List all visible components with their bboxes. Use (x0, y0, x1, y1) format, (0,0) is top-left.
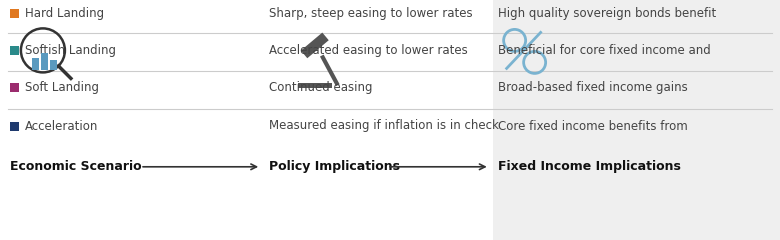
Text: Fixed Income Implications: Fixed Income Implications (498, 160, 680, 173)
Text: Broad-based fixed income gains: Broad-based fixed income gains (498, 81, 687, 94)
Text: Hard Landing: Hard Landing (25, 7, 105, 20)
Text: High quality sovereign bonds benefit: High quality sovereign bonds benefit (498, 7, 716, 20)
Text: Policy Implications: Policy Implications (269, 160, 400, 173)
Text: Measured easing if inflation is in check: Measured easing if inflation is in check (269, 120, 499, 132)
Bar (10, 83, 20, 92)
Text: Continued easing: Continued easing (269, 81, 373, 94)
Bar (10, 121, 20, 131)
Bar (50, 60, 57, 70)
Text: Soft Landing: Soft Landing (25, 81, 99, 94)
Text: Acceleration: Acceleration (25, 120, 98, 132)
Text: Economic Scenario: Economic Scenario (10, 160, 142, 173)
Text: Core fixed income benefits from: Core fixed income benefits from (498, 120, 687, 132)
Polygon shape (301, 33, 328, 58)
Bar (41, 54, 48, 70)
Text: Sharp, steep easing to lower rates: Sharp, steep easing to lower rates (269, 7, 473, 20)
Text: Accelerated easing to lower rates: Accelerated easing to lower rates (269, 44, 468, 57)
Bar (10, 46, 20, 55)
Bar (10, 9, 20, 18)
Text: Softish Landing: Softish Landing (25, 44, 116, 57)
Bar (298, 84, 331, 88)
Bar (32, 58, 39, 70)
Bar (493, 0, 780, 240)
Text: Beneficial for core fixed income and: Beneficial for core fixed income and (498, 44, 711, 57)
